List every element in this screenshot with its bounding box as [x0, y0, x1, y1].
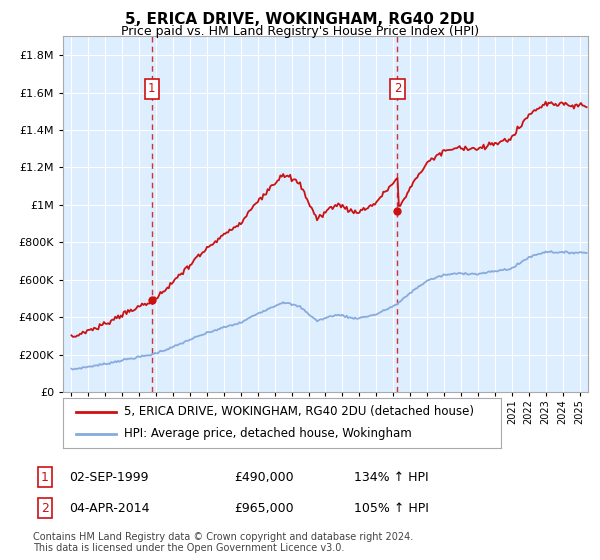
Text: HPI: Average price, detached house, Wokingham: HPI: Average price, detached house, Woki… [124, 427, 412, 440]
Text: 134% ↑ HPI: 134% ↑ HPI [354, 470, 428, 484]
Text: £490,000: £490,000 [234, 470, 293, 484]
Text: Contains HM Land Registry data © Crown copyright and database right 2024.
This d: Contains HM Land Registry data © Crown c… [33, 531, 413, 553]
Text: £965,000: £965,000 [234, 502, 293, 515]
Text: 2: 2 [394, 82, 401, 95]
Text: 5, ERICA DRIVE, WOKINGHAM, RG40 2DU (detached house): 5, ERICA DRIVE, WOKINGHAM, RG40 2DU (det… [124, 405, 475, 418]
Text: 2: 2 [41, 502, 49, 515]
Text: Price paid vs. HM Land Registry's House Price Index (HPI): Price paid vs. HM Land Registry's House … [121, 25, 479, 38]
Text: 02-SEP-1999: 02-SEP-1999 [69, 470, 149, 484]
Text: 105% ↑ HPI: 105% ↑ HPI [354, 502, 429, 515]
Text: 04-APR-2014: 04-APR-2014 [69, 502, 149, 515]
Text: 1: 1 [148, 82, 155, 95]
Text: 1: 1 [41, 470, 49, 484]
Text: 5, ERICA DRIVE, WOKINGHAM, RG40 2DU: 5, ERICA DRIVE, WOKINGHAM, RG40 2DU [125, 12, 475, 27]
